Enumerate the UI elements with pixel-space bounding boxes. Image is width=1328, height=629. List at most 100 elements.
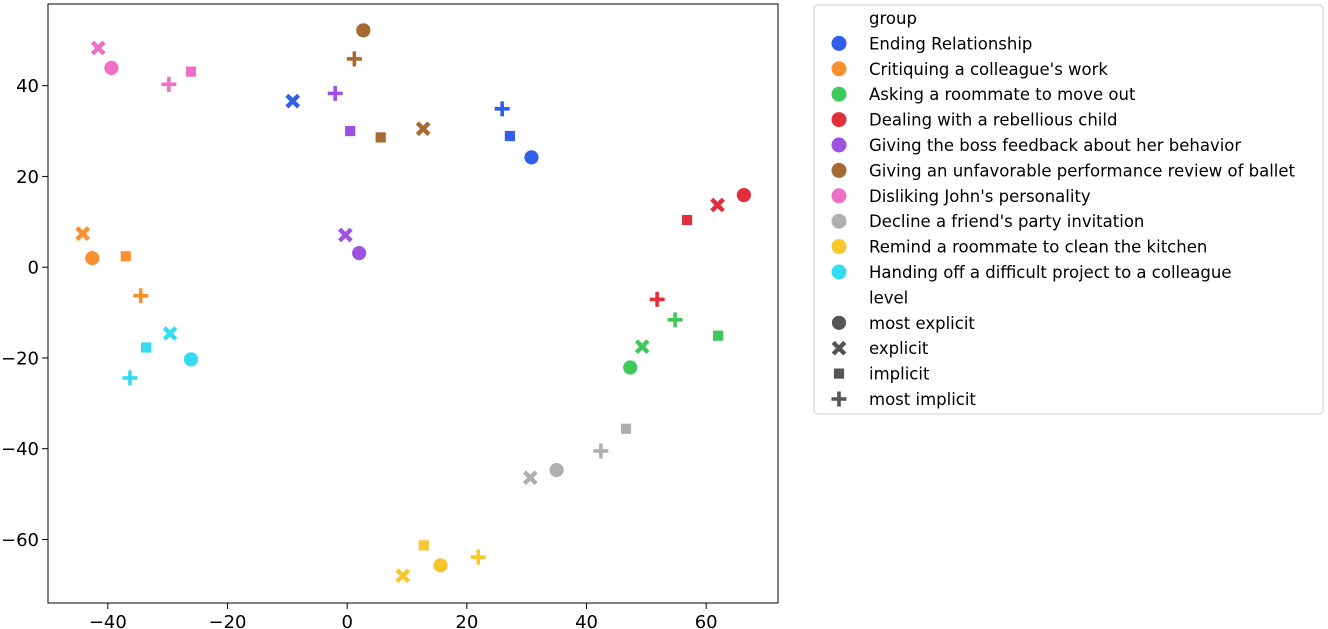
- data-point: [634, 339, 650, 354]
- x-tick-label: −20: [209, 612, 247, 629]
- legend-level-marker: [831, 340, 847, 356]
- legend-level-label: implicit: [869, 365, 930, 384]
- legend-group-label: Disliking John's personality: [869, 187, 1091, 206]
- marker-circle: [183, 351, 199, 368]
- x-tick-label: 60: [695, 612, 718, 629]
- marker-circle: [523, 149, 540, 166]
- legend-level-marker: [831, 391, 847, 407]
- y-tick-label: −20: [1, 348, 39, 369]
- data-point: [90, 40, 106, 56]
- marker-x: [634, 339, 650, 354]
- data-point: [346, 51, 362, 67]
- marker-plus: [593, 443, 609, 459]
- legend-group-marker: [831, 162, 847, 178]
- marker-circle: [735, 187, 752, 203]
- legend-group-label: Asking a roommate to move out: [869, 85, 1136, 104]
- marker-circle: [84, 250, 101, 267]
- legend-group-item: Dealing with a rebellious child: [831, 111, 1117, 130]
- legend-group-title: group: [869, 9, 917, 28]
- legend: group Ending Relationship Critiquing a col…: [813, 4, 1324, 415]
- marker-square: [374, 131, 387, 144]
- marker-square: [681, 214, 693, 226]
- marker-x: [522, 470, 538, 486]
- legend-group-marker: [831, 137, 847, 153]
- marker-square: [119, 250, 132, 263]
- legend-group-label: Decline a friend's party invitation: [869, 212, 1144, 231]
- x-tick-label: 0: [341, 612, 352, 629]
- marker-x: [395, 568, 411, 584]
- marker-x: [710, 197, 725, 213]
- legend-level-item: most implicit: [831, 390, 976, 409]
- legend-level-item: most explicit: [831, 314, 975, 333]
- marker-circle: [548, 462, 565, 478]
- legend-level-title: level: [869, 288, 908, 307]
- legend-level-marker: [831, 314, 847, 331]
- marker-circle: [432, 557, 449, 574]
- plot-area: −40 −20 0 20 40 60 −60 −40 −20 0 20 40: [1, 3, 779, 629]
- legend-group-label: Ending Relationship: [869, 34, 1032, 53]
- marker-plus: [327, 85, 343, 101]
- legend-group-item: Giving the boss feedback about her behav…: [831, 136, 1241, 155]
- data-point: [103, 60, 120, 76]
- data-point: [494, 101, 510, 117]
- marker-square: [712, 329, 725, 342]
- legend-level-label: most explicit: [869, 314, 975, 333]
- x-tick-label: 20: [455, 612, 478, 629]
- data-point: [355, 22, 372, 39]
- data-point: [351, 245, 368, 262]
- legend-group-label: Critiquing a colleague's work: [869, 60, 1108, 79]
- x-tick-label: 40: [575, 612, 598, 629]
- marker-plus: [346, 51, 362, 67]
- data-point: [593, 443, 609, 459]
- legend-group-marker: [831, 239, 847, 255]
- legend-group-item: Handing off a difficult project to a col…: [831, 263, 1231, 282]
- legend-group-marker: [831, 213, 847, 229]
- legend-group-marker: [831, 264, 847, 280]
- legend-level-marker: [833, 367, 845, 380]
- legend-group-label: Handing off a difficult project to a col…: [869, 263, 1231, 282]
- legend-group-item: Disliking John's personality: [831, 187, 1091, 206]
- marker-plus: [494, 101, 510, 117]
- x-tick-label: −40: [89, 612, 127, 629]
- legend-group-item: Asking a roommate to move out: [831, 85, 1136, 104]
- data-point: [735, 187, 752, 203]
- data-point: [470, 549, 486, 565]
- marker-plus: [122, 370, 138, 386]
- marker-plus: [667, 312, 683, 328]
- marker-plus: [831, 391, 847, 407]
- marker-square: [185, 65, 197, 78]
- data-point: [75, 226, 91, 241]
- marker-square: [417, 539, 430, 552]
- data-point: [415, 121, 431, 137]
- legend-group-item: Decline a friend's party invitation: [831, 212, 1144, 231]
- legend-level-label: most implicit: [869, 390, 976, 409]
- marker-plus: [649, 291, 665, 307]
- data-point: [285, 93, 301, 109]
- marker-x: [338, 227, 353, 243]
- data-point: [432, 557, 449, 574]
- marker-circle: [831, 314, 847, 331]
- legend-group-item: Remind a roommate to clean the kitchen: [831, 238, 1207, 257]
- marker-plus: [133, 288, 149, 304]
- marker-x: [831, 340, 847, 356]
- legend-box: [813, 4, 1324, 415]
- data-point: [523, 149, 540, 166]
- data-point: [122, 370, 138, 386]
- legend-group-label: Remind a roommate to clean the kitchen: [869, 238, 1207, 257]
- data-point: [327, 85, 343, 101]
- data-point: [338, 227, 353, 243]
- marker-x: [90, 40, 106, 56]
- marker-circle: [351, 245, 368, 262]
- legend-group-item: Giving an unfavorable performance review…: [831, 161, 1296, 180]
- marker-circle: [622, 359, 639, 376]
- y-tick-label: 40: [16, 76, 39, 97]
- y-tick-label: 20: [16, 167, 39, 188]
- legend-group-item: Critiquing a colleague's work: [831, 60, 1108, 79]
- data-point: [395, 568, 411, 584]
- data-point: [522, 470, 538, 486]
- marker-x: [75, 226, 91, 241]
- legend-group-marker: [831, 35, 847, 51]
- legend-group-marker: [831, 61, 847, 77]
- data-point: [622, 359, 639, 376]
- legend-group-label: Giving an unfavorable performance review…: [869, 161, 1296, 180]
